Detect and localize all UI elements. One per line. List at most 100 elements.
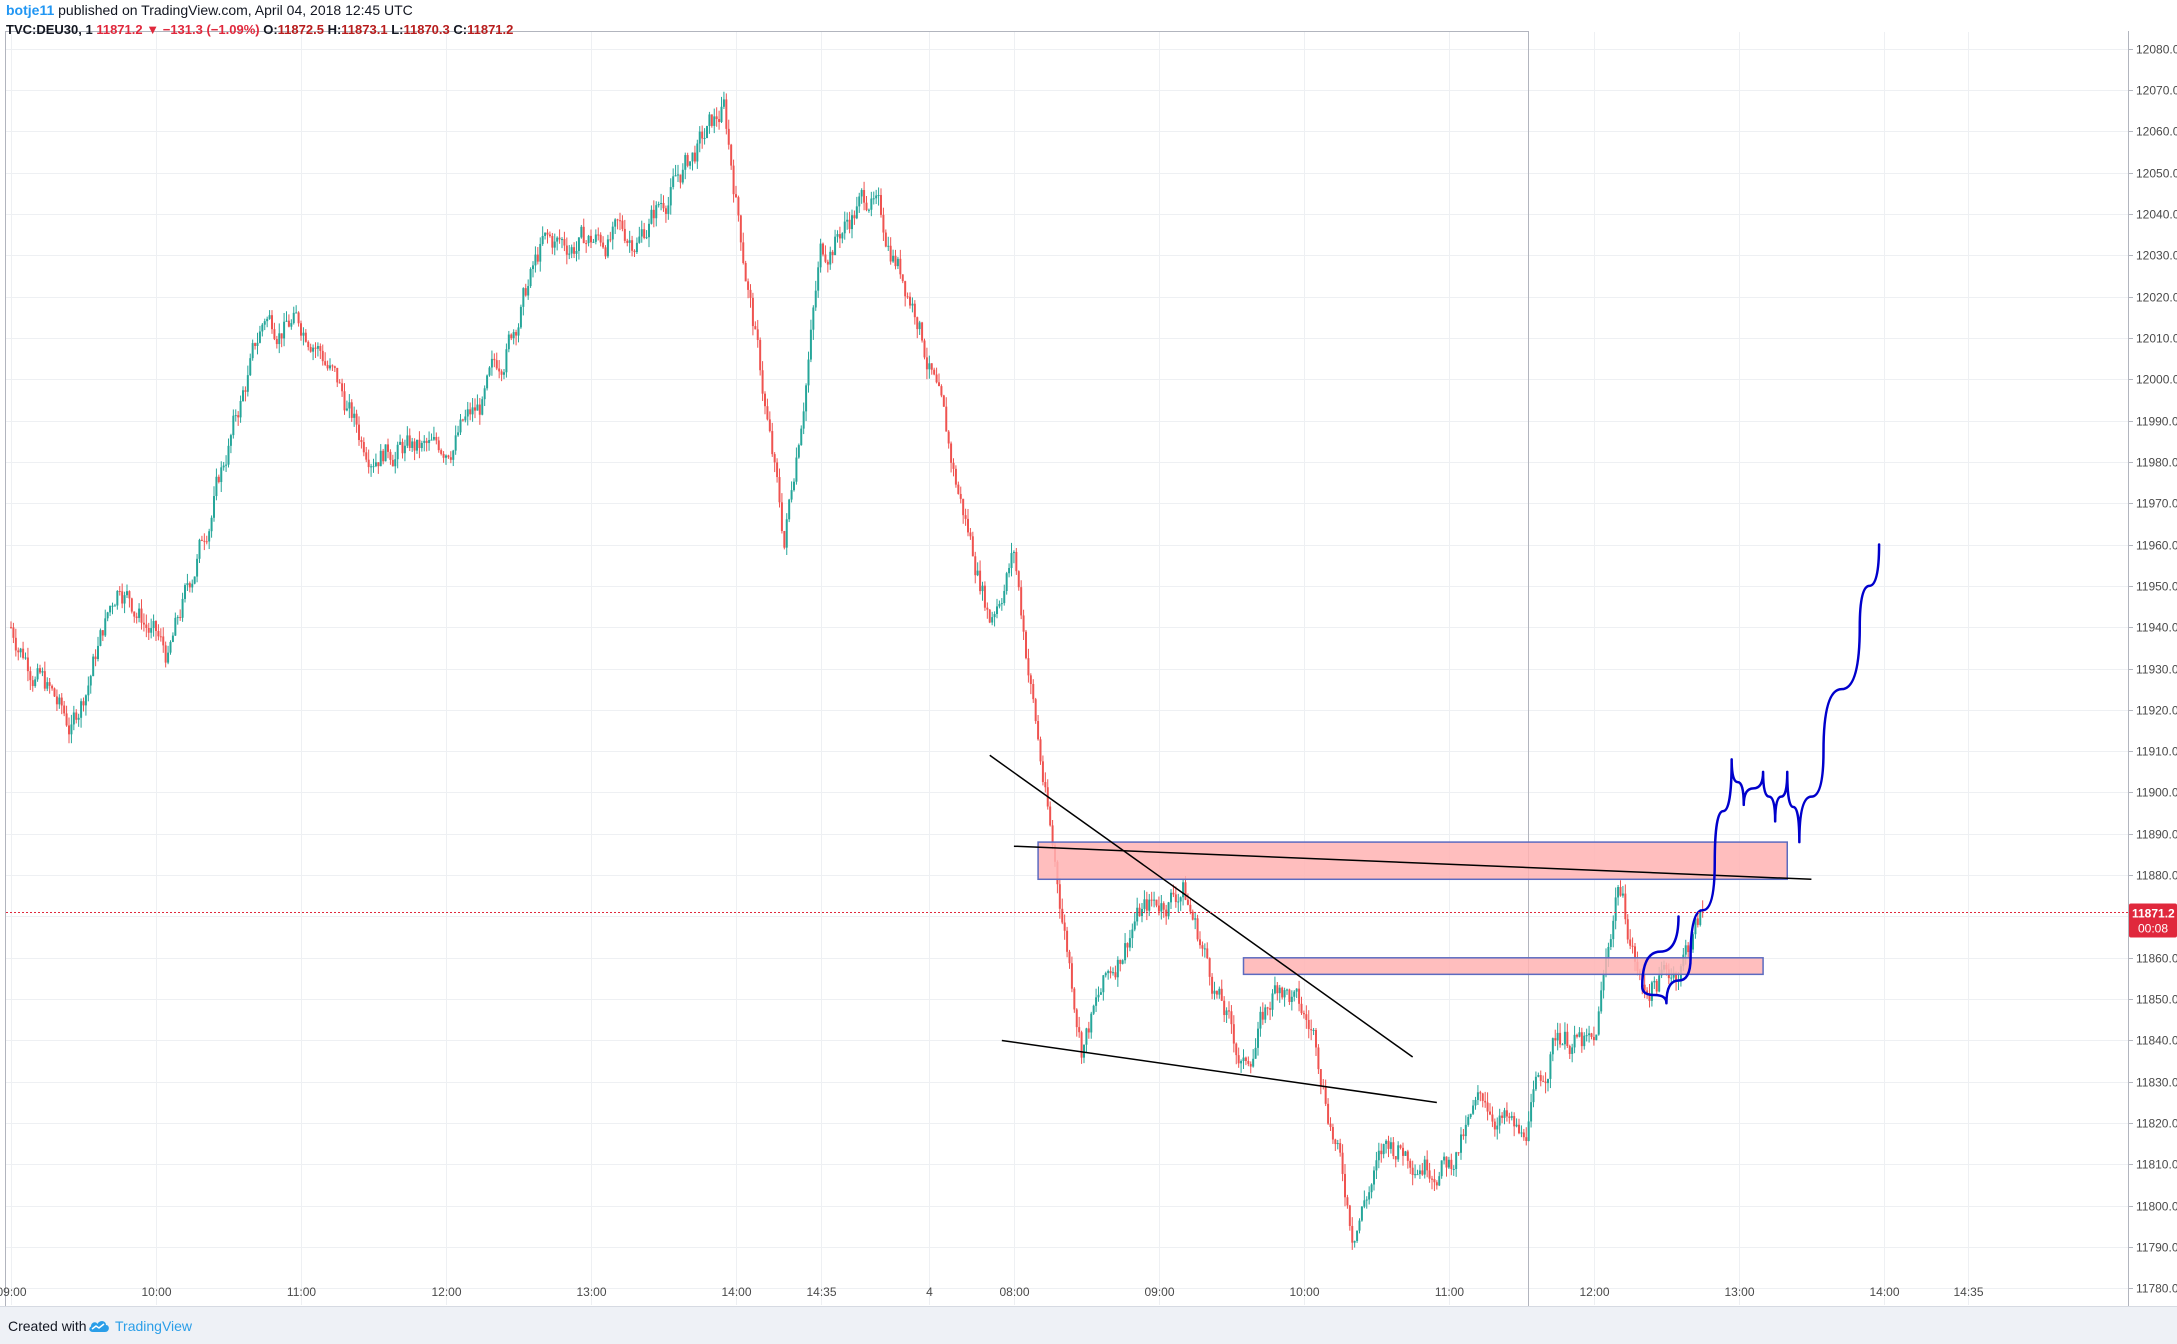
candle-body [345, 408, 348, 411]
candle-body [1211, 976, 1214, 994]
candle-body [1012, 551, 1015, 554]
price-chart[interactable]: 11780.0 11790.0 11800.0 11810.0 11820.0 11830… [0, 0, 2177, 1306]
candle-body [582, 226, 585, 244]
candle-body [225, 464, 228, 466]
candle-body [558, 237, 561, 240]
candle-body [1005, 573, 1008, 592]
resistance-zone[interactable] [1242, 957, 1764, 976]
candle-body [1000, 603, 1003, 605]
candle-body [759, 339, 762, 371]
price-tick-label: 12050.0 [2136, 167, 2177, 181]
candle-body [764, 393, 766, 407]
candle-body [256, 342, 259, 346]
time-tick-label: 11:00 [1435, 1285, 1464, 1299]
candle-body [254, 343, 257, 346]
open-label: O: [263, 22, 278, 37]
candle-body [539, 243, 542, 262]
candle-body [287, 320, 290, 327]
candle-body [565, 245, 568, 255]
candle-body [1302, 1013, 1305, 1015]
candle-body [660, 202, 663, 205]
trend-line[interactable] [1001, 1039, 1437, 1104]
candle-body [65, 713, 68, 726]
price-tick-label: 11920.0 [2136, 704, 2177, 718]
candle-body [1370, 1184, 1373, 1193]
candle-body [587, 235, 590, 244]
candle-body [1097, 994, 1100, 998]
candle-body [848, 219, 851, 230]
price-tick-label: 11820.0 [2136, 1117, 2177, 1131]
candle-body [1600, 990, 1603, 1012]
author-link[interactable]: botje11 [6, 2, 55, 18]
symbol-name[interactable]: TVC:DEU30, 1 [6, 22, 93, 37]
candle-body [510, 334, 513, 339]
candle-body [113, 605, 116, 607]
candle-body [1563, 1031, 1566, 1045]
candle-body [913, 303, 916, 318]
candle-body [457, 432, 460, 436]
candle-body [374, 462, 377, 467]
candle-body [314, 347, 317, 349]
price-axis[interactable]: 11780.0 11790.0 11800.0 11810.0 11820.0 11830… [2128, 43, 2177, 1296]
candle-body [766, 406, 769, 420]
candle-body [490, 358, 493, 368]
candle-body [1203, 948, 1206, 950]
candle-body [623, 228, 626, 241]
candle-body [1445, 1156, 1448, 1168]
trend-line[interactable] [1013, 845, 1812, 881]
candle-body [1406, 1151, 1409, 1161]
candle-body [1184, 882, 1187, 900]
candle-body [126, 591, 128, 596]
candle-body [1020, 587, 1023, 616]
candle-body [116, 591, 119, 606]
candle-body [1351, 1225, 1354, 1243]
publish-text: published on TradingView.com, April 04, … [58, 2, 413, 18]
grid-lines [6, 32, 2128, 1305]
candle-body [1684, 945, 1687, 955]
candle-body [278, 333, 281, 345]
candle-body [1687, 945, 1690, 953]
candle-body [1194, 918, 1197, 920]
candle-body [628, 240, 631, 243]
time-tick-label: 09:00 [1144, 1285, 1174, 1299]
candle-body [273, 329, 276, 340]
price-tick-label: 11880.0 [2136, 869, 2177, 883]
candle-body [1539, 1075, 1542, 1081]
candle-body [1339, 1143, 1342, 1153]
candle-body [261, 324, 264, 332]
candle-body [1331, 1127, 1334, 1140]
projection-path[interactable] [1641, 543, 1881, 1005]
candle-body [541, 235, 544, 244]
candle-body [379, 450, 382, 467]
tradingview-logo-link[interactable]: TradingView [88, 1318, 192, 1334]
candle-body [1356, 1230, 1359, 1241]
candle-body [933, 369, 936, 375]
candle-body [1037, 721, 1040, 740]
candle-body [667, 205, 670, 214]
candle-body [97, 645, 99, 660]
candle-body [800, 428, 803, 446]
candle-body [104, 618, 107, 636]
time-axis[interactable]: 09:00 10:00 11:00 12:00 13:00 14:00 14:35 4 08:0… [0, 1285, 1984, 1299]
candle-body [1411, 1167, 1414, 1175]
candle-body [58, 697, 61, 705]
candle-body [24, 657, 27, 659]
candle-body [843, 221, 846, 234]
candle-body [1083, 1044, 1085, 1058]
candle-body [459, 419, 462, 433]
candle-body [500, 371, 503, 375]
candle-body [652, 209, 655, 219]
candle-body [1090, 1013, 1093, 1033]
candle-body [901, 274, 904, 282]
candle-body [785, 519, 788, 548]
candle-body [152, 621, 155, 629]
candle-body [1295, 988, 1298, 992]
candle-body [1182, 882, 1185, 898]
candle-body [486, 375, 489, 389]
candle-body [657, 204, 660, 206]
candle-body [906, 296, 909, 298]
candle-body [556, 237, 559, 242]
trend-line[interactable] [989, 754, 1414, 1058]
price-tick-label: 11930.0 [2136, 663, 2177, 677]
candle-body [1696, 918, 1699, 925]
